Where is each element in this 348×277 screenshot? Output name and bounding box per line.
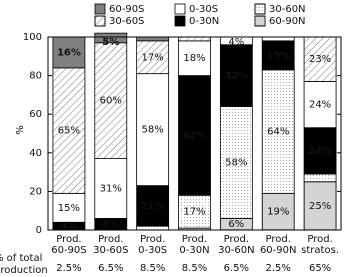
- x-tick-label: 60-90S: [51, 245, 86, 256]
- data-label: 32%: [224, 71, 248, 82]
- legend-label: 60-90S: [109, 4, 144, 15]
- bar-segment: [94, 158, 128, 219]
- legend-swatch: [94, 3, 106, 15]
- share-label: 2.5%: [56, 263, 81, 274]
- data-label: 17%: [183, 207, 205, 218]
- bar-segment: [136, 225, 170, 231]
- y-tick-label: 20: [29, 186, 42, 197]
- data-label: 18%: [183, 53, 205, 64]
- data-label: 64%: [267, 127, 289, 138]
- legend-swatch: [174, 3, 186, 15]
- bar-segment: [303, 127, 337, 175]
- data-label: 31%: [100, 184, 122, 195]
- x-tick-label: Prod.: [266, 234, 291, 245]
- bar-segment: [136, 40, 170, 75]
- share-label: 65%: [309, 263, 331, 274]
- data-label: 6%: [228, 219, 244, 230]
- data-label: 24%: [309, 100, 331, 111]
- data-label: 24%: [308, 146, 332, 157]
- legend-label: 60-90N: [269, 16, 306, 27]
- share-label: 8.5%: [182, 263, 207, 274]
- y-axis-label: %: [15, 125, 26, 135]
- y-tick-label: 80: [29, 71, 42, 82]
- legend-swatch-pattern: [254, 15, 266, 27]
- bar-segment: [136, 185, 170, 227]
- data-label: 19%: [267, 207, 289, 218]
- data-label: 21%: [141, 201, 165, 212]
- data-label: 25%: [309, 201, 331, 212]
- data-label: 16%: [57, 47, 81, 58]
- legend-label: 30-60N: [269, 4, 306, 15]
- bar-segment: [136, 36, 170, 42]
- bar-segment: [303, 173, 337, 183]
- legend-swatch-pattern: [254, 3, 266, 15]
- x-tick-label: stratos.: [301, 245, 339, 256]
- x-tick-label: 30-60S: [93, 245, 128, 256]
- data-label: 6%: [102, 219, 119, 230]
- x-tick-label: 0-30S: [138, 245, 167, 256]
- bar-segment: [178, 194, 211, 229]
- share-label: 2.5%: [266, 263, 291, 274]
- x-tick-label: 0-30N: [179, 245, 209, 256]
- data-label: 65%: [58, 126, 80, 137]
- legend-swatch: [174, 15, 186, 27]
- bar-segment: [178, 75, 211, 196]
- bar-segment: [178, 40, 211, 77]
- x-tick-label: Prod.: [182, 234, 207, 245]
- bar-segment: [94, 42, 128, 159]
- row-label: % of total: [0, 253, 42, 264]
- data-label: 62%: [183, 130, 207, 141]
- bar-segment: [94, 32, 128, 44]
- x-tick-label: Prod.: [307, 234, 332, 245]
- legend-label: 30-60S: [109, 16, 144, 27]
- data-label: 58%: [225, 157, 247, 168]
- plot-frame: [47, 36, 342, 231]
- legend-swatch-pattern: [94, 15, 106, 27]
- share-label: 6.5%: [224, 263, 249, 274]
- y-tick-label: 100: [23, 32, 42, 43]
- bar-segment: [219, 106, 253, 219]
- data-label: 60%: [100, 96, 122, 107]
- bar-segment: [303, 36, 337, 82]
- share-label: 6.5%: [98, 263, 123, 274]
- bar-segment: [261, 69, 295, 194]
- data-label: 15%: [266, 50, 290, 61]
- data-label: 17%: [142, 52, 164, 63]
- x-tick-label: Prod.: [56, 234, 81, 245]
- bar-segment: [303, 181, 337, 231]
- data-label: 15%: [58, 203, 80, 214]
- data-label: 4%: [228, 37, 244, 48]
- x-tick-label: Prod.: [98, 234, 123, 245]
- legend-label: 0-30N: [189, 16, 219, 27]
- data-label: 4%: [60, 220, 77, 231]
- y-tick-label: 0: [36, 225, 42, 236]
- row-label: production: [0, 265, 48, 276]
- data-label: 58%: [142, 125, 164, 136]
- bar-segment: [261, 36, 295, 42]
- y-tick-label: 60: [29, 109, 42, 120]
- y-tick-label: 40: [29, 148, 42, 159]
- bar-segment: [178, 36, 211, 42]
- x-tick-label: 60-90N: [260, 245, 297, 256]
- x-tick-label: Prod.: [224, 234, 249, 245]
- bar-segment: [303, 80, 337, 129]
- data-label: 23%: [309, 54, 331, 65]
- x-tick-label: Prod.: [140, 234, 165, 245]
- share-label: 8.5%: [140, 263, 165, 274]
- x-tick-label: 30-60N: [218, 245, 255, 256]
- data-label: 5%: [102, 37, 119, 48]
- legend-label: 0-30S: [189, 4, 218, 15]
